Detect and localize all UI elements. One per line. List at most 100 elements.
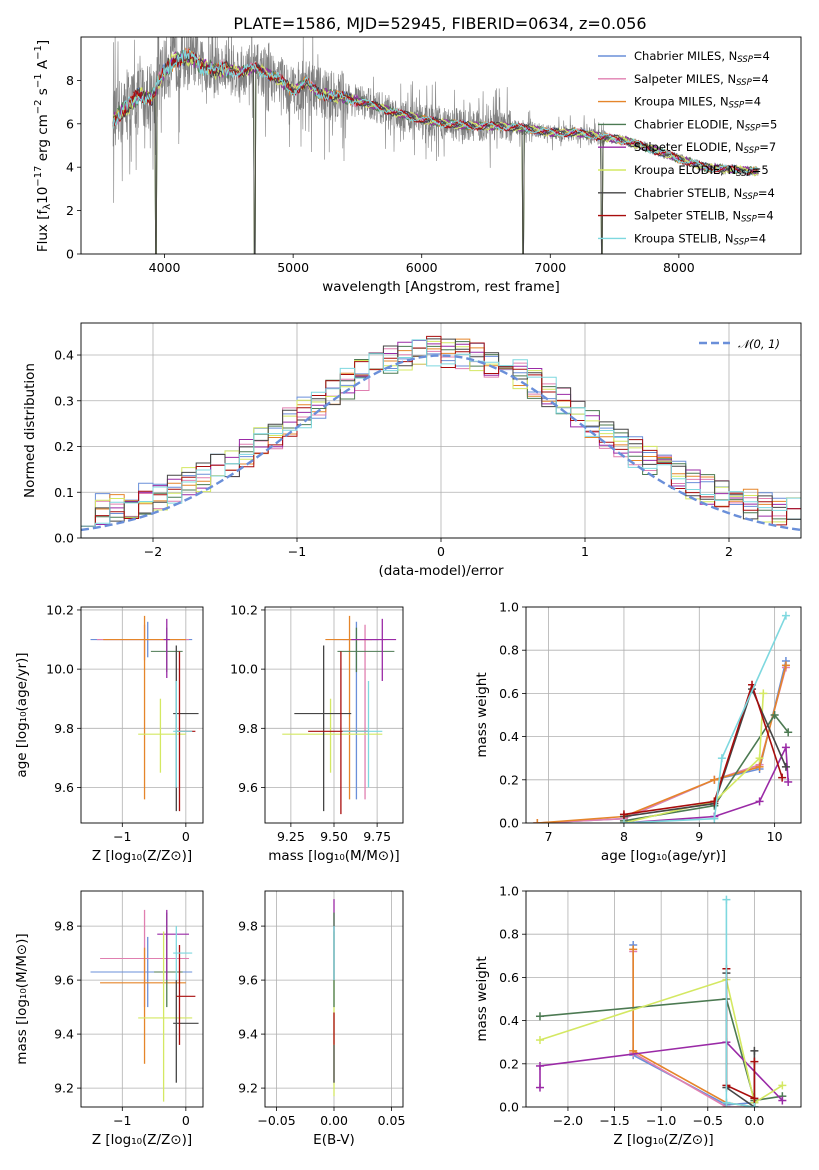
- series-marker: [755, 762, 764, 771]
- series-marker: [781, 611, 790, 620]
- errorbar-chabrier-stelib: [294, 645, 352, 812]
- errorbar-kroupa-stelib: [173, 680, 193, 788]
- y-tick-label: 9.6: [238, 780, 258, 795]
- x-axis-label: (data-model)/error: [378, 563, 504, 579]
- x-tick-label: 8000: [663, 260, 695, 275]
- x-axis-label: Z [log₁₀(Z/Z⊙)]: [92, 1132, 192, 1148]
- y-tick-label: 9.6: [54, 973, 74, 988]
- plot-area: [81, 335, 801, 538]
- series-marker: [710, 814, 719, 823]
- series-marker: [759, 689, 768, 698]
- axes-frame: [80, 322, 802, 539]
- y-axis-label: mass [log₁₀(M/M⊙)]: [14, 933, 30, 1064]
- y-tick-label: 0.8: [499, 643, 519, 658]
- series-salpeter-miles: [629, 947, 759, 1107]
- errorbar-kroupa-elodie: [282, 698, 383, 773]
- series-marker: [755, 754, 764, 763]
- y-tick-label: 0: [66, 247, 74, 262]
- y-tick-label: 0.6: [499, 686, 519, 701]
- x-tick-label: 7: [545, 829, 553, 844]
- series-marker: [755, 797, 764, 806]
- series-line: [623, 713, 789, 822]
- y-tick-label: 0.4: [499, 1013, 519, 1028]
- x-axis-label: wavelength [Angstrom, rest frame]: [322, 279, 560, 295]
- y-tick-label: 9.8: [238, 919, 258, 934]
- series-marker: [781, 661, 790, 670]
- y-tick-label: 0.3: [54, 393, 74, 408]
- panel-age-vs-z: −1 0 9.6 9.8 10.0 10.2 Z [log₁₀(Z/Z⊙)] age [log…: [14, 602, 204, 864]
- series-line: [539, 978, 783, 1104]
- y-tick-label: 0.2: [54, 439, 74, 454]
- axes-frame: [80, 890, 204, 1108]
- x-tick-label: −0.5: [693, 1113, 723, 1128]
- errorbar-kroupa-stelib: [173, 926, 193, 981]
- series-kroupa-stelib: [619, 611, 790, 823]
- series-marker: [778, 1096, 787, 1105]
- x-axis-label: age [log₁₀(age/yr)]: [601, 848, 726, 864]
- x-tick-label: 9.50: [320, 829, 348, 844]
- y-tick-label: 9.4: [238, 1027, 258, 1042]
- series-kroupa-miles: [629, 945, 759, 1107]
- legend-label: Salpeter STELIB, NSSP=4: [634, 209, 774, 225]
- x-axis-label: Z [log₁₀(Z/Z⊙)]: [92, 848, 192, 864]
- errorbar-salpeter-stelib: [308, 651, 369, 815]
- series-marker: [778, 1081, 787, 1090]
- spectrum-legend: Chabrier MILES, NSSP=4 Salpeter MILES, NS…: [598, 49, 777, 247]
- axes-frame: [525, 606, 802, 824]
- y-axis-label: mass weight: [474, 672, 490, 757]
- y-tick-label: 2: [66, 203, 74, 218]
- y-tick-label: 9.2: [238, 1081, 258, 1096]
- axes-frame: [80, 36, 802, 255]
- x-axis-label: E(B-V): [313, 1132, 355, 1148]
- x-tick-label: 4000: [149, 260, 181, 275]
- series-marker: [535, 1061, 544, 1070]
- errorbar-salpeter-elodie: [157, 909, 190, 981]
- legend-label: Kroupa STELIB, NSSP=4: [634, 231, 766, 247]
- panel-mass-vs-ebv: −0.05 0.00 0.05 9.2 9.4 9.6 9.8 E(B-V): [238, 890, 405, 1148]
- x-tick-label: 5000: [277, 260, 309, 275]
- legend-label: Salpeter ELODIE, NSSP=7: [634, 140, 776, 156]
- series-marker: [535, 1036, 544, 1045]
- y-tick-label: 4: [66, 160, 74, 175]
- panel-residuals: −2 −1 0 1 2 0.0 0.1 0.2 0.3 0.4 (data-model)/error…: [22, 322, 802, 579]
- y-tick-label: 9.8: [238, 721, 258, 736]
- series-marker: [778, 773, 787, 782]
- x-tick-label: −1: [113, 829, 131, 844]
- x-tick-label: 8: [620, 829, 628, 844]
- x-tick-label: 0.00: [320, 1113, 348, 1128]
- y-tick-label: 1.0: [499, 600, 519, 615]
- y-tick-label: 9.4: [54, 1027, 74, 1042]
- legend-label: 𝒩(0, 1): [738, 337, 780, 351]
- series-marker: [619, 810, 628, 819]
- y-axis-label: Normed distribution: [22, 363, 38, 498]
- series-marker: [750, 1094, 759, 1103]
- y-tick-label: 9.6: [54, 780, 74, 795]
- legend-label: Chabrier ELODIE, NSSP=5: [634, 117, 777, 133]
- x-tick-label: −1.5: [599, 1113, 629, 1128]
- y-tick-label: 0.1: [54, 485, 74, 500]
- axes-frame: [264, 606, 404, 824]
- x-tick-label: 7000: [534, 260, 566, 275]
- y-tick-label: 10.2: [46, 602, 74, 617]
- y-axis-label: mass weight: [474, 956, 490, 1041]
- legend-label: Kroupa ELODIE, NSSP=5: [634, 163, 769, 179]
- panel-age-vs-mass: 9.25 9.50 9.75 9.6 9.8 10.0 10.2 mass [log₁₀(M/…: [230, 602, 404, 864]
- x-axis-label: mass [log₁₀(M/M⊙)]: [268, 848, 399, 864]
- errorbar-chabrier-elodie: [337, 627, 395, 673]
- y-tick-label: 10.2: [230, 602, 258, 617]
- series-kroupa-stelib: [722, 895, 759, 1107]
- series-line: [539, 998, 783, 1102]
- axes-frame: [80, 606, 204, 824]
- series-marker: [781, 743, 790, 752]
- series-marker: [750, 1057, 759, 1066]
- model-line-kroupa-stelib: [112, 49, 759, 175]
- x-tick-label: 9.25: [277, 829, 305, 844]
- plot-area: [282, 615, 397, 815]
- legend-label: Chabrier STELIB, NSSP=4: [634, 186, 775, 202]
- y-axis-label: Flux [fλ10−17 erg cm−2 s−1 A−1]: [33, 40, 53, 252]
- series-marker: [784, 777, 793, 786]
- errorbar-kroupa-elodie: [138, 698, 186, 773]
- errorbar-kroupa-miles: [100, 947, 186, 1064]
- series-marker: [770, 711, 779, 719]
- errorbar-kroupa-elodie: [138, 931, 193, 1102]
